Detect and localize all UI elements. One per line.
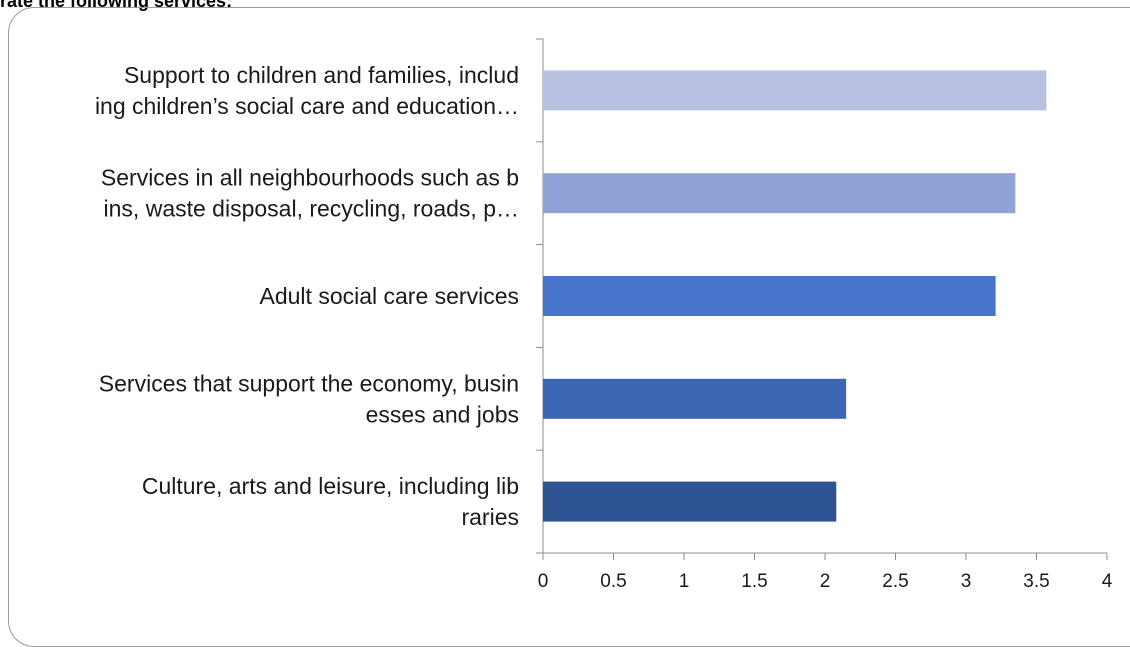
x-tick-label: 1.5 [741, 571, 767, 592]
x-tick-label: 3 [961, 571, 972, 592]
chart-caption: rate the following services: [0, 0, 233, 11]
bar-chart: Support to children and families, includ… [95, 38, 1113, 592]
category-label: esses and jobs [366, 401, 519, 427]
bar [543, 173, 1016, 214]
bar [543, 276, 996, 316]
x-tick-label: 2.5 [882, 571, 908, 592]
x-tick-label: 2 [820, 571, 831, 592]
x-tick-label: 0.5 [600, 571, 626, 592]
category-labels: Support to children and families, includ… [95, 62, 519, 530]
category-label: Services in all neighbourhoods such as b [101, 165, 519, 191]
x-tick-labels: 0 0.5 1 1.5 2 2.5 3 3.5 4 [538, 571, 1113, 592]
category-label: Adult social care services [260, 283, 520, 309]
bar [543, 70, 1047, 111]
bar [543, 378, 847, 419]
x-tick-label: 3.5 [1023, 571, 1049, 592]
bar [543, 481, 837, 522]
category-label: ins, waste disposal, recycling, roads, p… [104, 196, 519, 222]
x-tick-label: 0 [538, 571, 549, 592]
category-label: raries [461, 504, 519, 530]
chart-bars [543, 70, 1047, 522]
category-label: Services that support the economy, busin [99, 370, 519, 396]
category-label: Culture, arts and leisure, including lib [142, 473, 519, 499]
category-label: ing children’s social care and education… [95, 93, 519, 119]
x-tick-label: 4 [1102, 571, 1113, 592]
category-label: Support to children and families, includ [124, 62, 519, 88]
x-tick-label: 1 [679, 571, 690, 592]
